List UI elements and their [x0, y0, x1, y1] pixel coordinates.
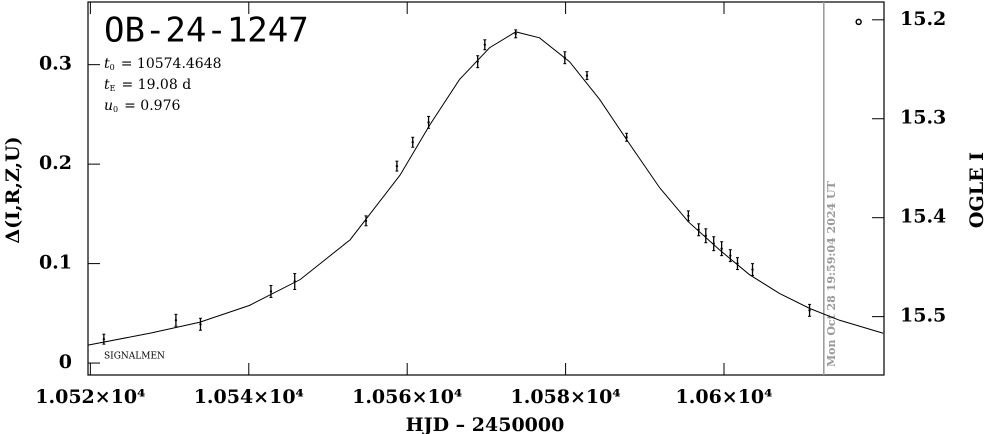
data-point — [808, 309, 811, 312]
error-point — [585, 71, 589, 81]
error-point — [174, 313, 178, 327]
y2-tick-label: 15.2 — [900, 8, 946, 30]
error-point — [411, 136, 415, 148]
plot-frame — [87, 1, 885, 376]
corner-label: SIGNALMEN — [104, 352, 165, 362]
y-axis-label: Δ(I,R,Z,U) — [2, 136, 24, 243]
y2-tick-label: 15.5 — [900, 305, 946, 327]
error-point — [625, 132, 629, 142]
date-marker-label: Mon Oct 28 19:59:04 2024 UT — [825, 180, 838, 367]
data-point — [364, 219, 368, 223]
data-point — [720, 247, 723, 250]
data-point — [563, 56, 567, 59]
data-point — [736, 262, 739, 265]
y-tick-label: 0.3 — [39, 53, 72, 75]
error-point — [808, 303, 812, 317]
parameter-symbol: t — [104, 77, 110, 93]
error-point — [293, 273, 297, 290]
error-point — [198, 317, 202, 331]
data-point — [514, 32, 517, 36]
parameter-symbol: t — [104, 56, 110, 72]
x-axis-label: HJD – 2450000 — [406, 414, 565, 434]
error-point — [697, 223, 701, 237]
y2-axis-label: OGLE I — [966, 152, 987, 228]
data-point — [697, 228, 700, 231]
error-point — [395, 160, 399, 172]
parameter: tE = 19.08 d — [104, 77, 191, 93]
error-point — [751, 263, 755, 277]
error-point — [476, 55, 480, 69]
x-tick-label: 1.058×10⁴ — [511, 386, 621, 408]
data-point — [102, 337, 106, 341]
parameter-subscript: 0 — [113, 105, 118, 114]
error-point — [720, 241, 724, 257]
data-point — [199, 323, 202, 326]
parameter: t0 = 10574.4648 — [104, 56, 222, 72]
parameter-value: = 19.08 d — [121, 77, 191, 93]
x-tick-label: 1.054×10⁴ — [194, 386, 304, 408]
error-point — [735, 257, 739, 271]
data-point — [476, 60, 479, 63]
error-point — [563, 51, 567, 65]
data-point — [704, 234, 707, 237]
data-point — [855, 18, 862, 26]
data-point — [411, 141, 414, 144]
data-point — [483, 43, 487, 46]
data-point — [751, 268, 754, 271]
x-tick-label: 1.052×10⁴ — [35, 386, 145, 408]
error-point — [483, 39, 487, 51]
y-tick-label: 0 — [59, 351, 72, 373]
parameter-symbol: u — [104, 98, 113, 114]
error-point — [364, 215, 368, 227]
parameter-subscript: 0 — [110, 63, 115, 72]
parameter-subscript: E — [110, 84, 116, 93]
error-point — [427, 115, 431, 129]
x-tick-label: 1.06×10⁴ — [676, 386, 773, 408]
y2-tick-label: 15.3 — [900, 107, 946, 129]
chart-title: OB-24-1247 — [104, 11, 309, 51]
error-point — [712, 236, 716, 252]
error-point — [686, 210, 690, 222]
data-point — [395, 164, 399, 168]
error-point — [102, 333, 106, 345]
data-point — [625, 136, 628, 139]
data-point — [687, 214, 690, 218]
x-tick-label: 1.056×10⁴ — [352, 386, 462, 408]
parameter: u0 = 0.976 — [104, 98, 180, 114]
y2-tick-label: 15.4 — [900, 206, 946, 228]
model-curve — [87, 31, 884, 346]
error-point — [514, 29, 518, 39]
y-tick-label: 0.1 — [39, 252, 72, 274]
data-point — [174, 319, 178, 322]
data-point — [712, 242, 715, 245]
data-point — [427, 121, 430, 124]
y-tick-label: 0.2 — [39, 152, 72, 174]
parameter-value: = 10574.4648 — [121, 56, 222, 72]
data-point — [585, 74, 589, 77]
data-point — [293, 280, 296, 283]
error-point — [269, 284, 273, 298]
error-point — [728, 249, 732, 263]
data-point — [729, 254, 732, 257]
parameter-value: = 0.976 — [124, 98, 180, 114]
data-point — [269, 290, 273, 293]
error-point — [704, 228, 708, 244]
